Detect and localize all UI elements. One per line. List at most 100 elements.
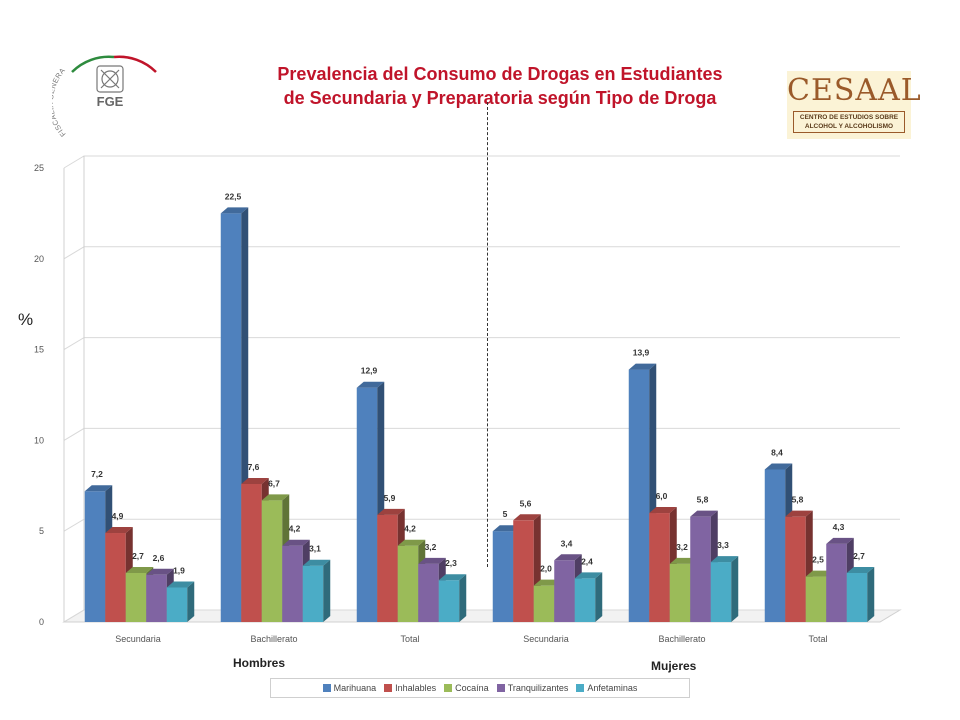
- data-label: 3,2: [425, 542, 437, 552]
- bar-top: [513, 514, 541, 521]
- data-label: 3,1: [309, 544, 321, 554]
- cesaal-sub-line1: CENTRO DE ESTUDIOS SOBRE: [799, 114, 899, 121]
- data-label: 2,6: [153, 553, 165, 563]
- cesaal-subtitle: CENTRO DE ESTUDIOS SOBRE ALCOHOL Y ALCOH…: [787, 113, 911, 131]
- bar-top: [785, 510, 813, 517]
- y-tick-label: 25: [34, 163, 44, 173]
- bar-top: [146, 568, 174, 575]
- bar-front: [377, 514, 398, 622]
- bar-front: [846, 572, 868, 622]
- legend-label: Marihuana: [333, 683, 377, 693]
- x-tick-label: Secundaria: [523, 634, 569, 644]
- bar-front: [554, 560, 575, 622]
- legend-item-inhalables: Inhalables: [384, 683, 436, 693]
- bar-side: [187, 581, 195, 622]
- y-tick-label: 0: [39, 617, 44, 627]
- bar-front: [397, 545, 419, 622]
- bar-front: [764, 469, 786, 622]
- bar-top: [220, 207, 249, 214]
- bar-top: [377, 508, 405, 515]
- bar-top: [261, 494, 290, 501]
- bar-side: [595, 572, 603, 622]
- data-label: 12,9: [361, 366, 378, 376]
- bar-front: [649, 513, 670, 622]
- gridline: [63, 427, 900, 441]
- bar-top: [105, 527, 133, 534]
- legend-item-anfetaminas: Anfetaminas: [576, 683, 637, 693]
- bar-front: [241, 483, 262, 622]
- x-tick-label: Total: [808, 634, 827, 644]
- data-label: 1,9: [173, 565, 185, 575]
- bar-top: [574, 572, 603, 579]
- bar-side: [323, 559, 331, 622]
- data-label: 4,9: [112, 511, 124, 521]
- bar-anfetaminas-4: [710, 556, 739, 622]
- gender-divider: [487, 102, 488, 567]
- legend-item-cocaína: Cocaína: [444, 683, 489, 693]
- data-label: 2,0: [540, 564, 552, 574]
- data-label: 2,5: [812, 555, 824, 565]
- data-label: 2,7: [132, 551, 144, 561]
- data-label: 13,9: [633, 348, 650, 358]
- bar-marihuana-2: [356, 381, 385, 622]
- bar-anfetaminas-1: [302, 559, 331, 622]
- bar-front: [146, 574, 167, 622]
- bar-front: [710, 562, 732, 622]
- bar-front: [492, 531, 514, 622]
- bar-front: [105, 533, 126, 622]
- gridline: [63, 246, 900, 260]
- chart-title: Prevalencia del Consumo de Drogas en Est…: [180, 62, 820, 110]
- bar-top: [166, 581, 195, 588]
- chart-legend: Marihuana Inhalables Cocaína Tranquilizante…: [270, 678, 690, 698]
- data-label: 8,4: [771, 447, 783, 457]
- data-label: 5,6: [520, 498, 532, 508]
- bar-top: [302, 559, 331, 566]
- data-label: 7,6: [248, 462, 260, 472]
- bar-anfetaminas-0: [166, 581, 195, 622]
- logo-emblem-icon: [96, 65, 124, 93]
- bar-front: [166, 587, 188, 622]
- bar-front: [785, 516, 806, 622]
- bar-side: [459, 574, 467, 622]
- bar-front: [513, 520, 534, 622]
- data-label: 7,2: [91, 469, 103, 479]
- bar-front: [826, 543, 847, 622]
- data-label: 5,8: [697, 495, 709, 505]
- bar-top: [649, 507, 677, 514]
- cesaal-logo: CESAAL CENTRO DE ESTUDIOS SOBRE ALCOHOL …: [787, 71, 921, 139]
- bar-front: [669, 563, 691, 622]
- bar-front: [302, 565, 324, 622]
- bar-front: [690, 516, 711, 622]
- y-axis-label: %: [18, 310, 34, 329]
- chart-title-line1: Prevalencia del Consumo de Drogas en Est…: [277, 64, 723, 84]
- bar-front: [220, 213, 242, 622]
- bar-front: [125, 572, 147, 622]
- bar-top: [125, 566, 154, 573]
- cesaal-sub-line2: ALCOHOL Y ALCOHOLISMO: [804, 123, 894, 130]
- bar-top: [438, 574, 467, 581]
- logo-red-arc: [113, 55, 157, 73]
- x-tick-label: Total: [400, 634, 419, 644]
- legend-swatch: [384, 684, 393, 692]
- bar-front: [356, 387, 378, 622]
- legend-swatch: [322, 684, 331, 692]
- data-label: 6,0: [656, 491, 668, 501]
- bar-top: [418, 557, 446, 564]
- bar-front: [628, 369, 650, 622]
- bar-top: [764, 463, 793, 470]
- group-label-hombres: Hombres: [233, 656, 286, 670]
- x-tick-label: Secundaria: [115, 634, 161, 644]
- data-label: 4,2: [404, 524, 416, 534]
- bar-top: [826, 537, 854, 544]
- legend-item-marihuana: Marihuana: [322, 683, 377, 693]
- logo-green-arc: [71, 55, 115, 73]
- bar-top: [397, 539, 426, 546]
- legend-label: Tranquilizantes: [507, 683, 569, 693]
- logo-acronym: FGE: [97, 94, 124, 109]
- cesaal-sub-box: [793, 111, 905, 133]
- data-label: 5,9: [384, 493, 396, 503]
- data-label: 4,2: [289, 524, 301, 534]
- x-tick-label: Bachillerato: [250, 634, 297, 644]
- bar-front: [574, 578, 596, 622]
